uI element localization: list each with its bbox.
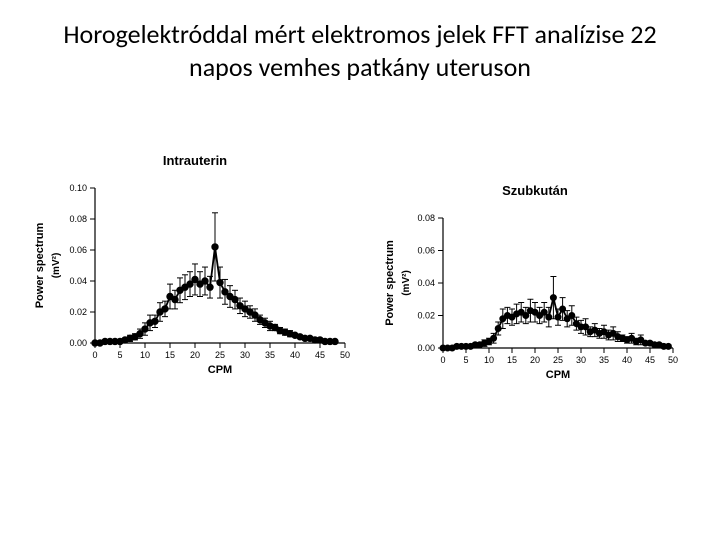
svg-text:0.02: 0.02	[69, 307, 87, 317]
svg-text:0.02: 0.02	[417, 311, 435, 321]
svg-text:0.08: 0.08	[69, 214, 87, 224]
svg-text:30: 30	[240, 350, 250, 360]
chart-svg-right: 0.00 0.02 0.04 0.06 0.08 0 5 10 15 20 25 30 35 40 45 50…	[375, 198, 695, 388]
svg-text:35: 35	[599, 355, 609, 365]
svg-text:45: 45	[315, 350, 325, 360]
chart-title-left: Intrauterin	[25, 153, 365, 168]
svg-text:25: 25	[215, 350, 225, 360]
svg-text:0: 0	[92, 350, 97, 360]
svg-text:0.06: 0.06	[69, 245, 87, 255]
svg-text:0.00: 0.00	[69, 338, 87, 348]
svg-text:0.06: 0.06	[417, 246, 435, 256]
svg-text:10: 10	[484, 355, 494, 365]
svg-text:50: 50	[340, 350, 350, 360]
svg-text:15: 15	[165, 350, 175, 360]
svg-text:5: 5	[117, 350, 122, 360]
svg-text:35: 35	[265, 350, 275, 360]
svg-text:10: 10	[140, 350, 150, 360]
svg-text:40: 40	[290, 350, 300, 360]
svg-text:45: 45	[645, 355, 655, 365]
svg-text:(mV²): (mV²)	[51, 253, 62, 279]
svg-text:5: 5	[463, 355, 468, 365]
svg-text:50: 50	[668, 355, 678, 365]
charts-row: Intrauterin 0.00 0.02 0.04 0.06 0.08 0.10 0 5 10…	[0, 153, 720, 388]
svg-text:CPM: CPM	[208, 364, 232, 376]
svg-text:20: 20	[190, 350, 200, 360]
svg-text:Power spectrum: Power spectrum	[34, 222, 46, 308]
svg-text:15: 15	[507, 355, 517, 365]
svg-text:(mV²): (mV²)	[401, 270, 412, 296]
svg-text:0: 0	[440, 355, 445, 365]
svg-text:20: 20	[530, 355, 540, 365]
chart-title-right: Szubkután	[375, 183, 695, 198]
svg-text:0.08: 0.08	[417, 213, 435, 223]
page-title: Horogelektróddal mért elektromos jelek F…	[0, 0, 720, 83]
chart-intrauterin: Intrauterin 0.00 0.02 0.04 0.06 0.08 0.10 0 5 10…	[25, 153, 365, 388]
chart-szubkutan: Szubkután 0.00 0.02 0.04 0.06 0.08 0 5 10 15 20 25…	[375, 183, 695, 388]
svg-text:Power spectrum: Power spectrum	[384, 240, 396, 326]
svg-text:0.04: 0.04	[69, 276, 87, 286]
svg-text:40: 40	[622, 355, 632, 365]
svg-text:0.00: 0.00	[417, 343, 435, 353]
svg-text:30: 30	[576, 355, 586, 365]
svg-text:0.10: 0.10	[69, 183, 87, 193]
svg-text:CPM: CPM	[546, 369, 570, 381]
svg-text:0.04: 0.04	[417, 278, 435, 288]
chart-svg-left: 0.00 0.02 0.04 0.06 0.08 0.10 0 5 10 15 20 25 30 35 40…	[25, 168, 365, 388]
svg-text:25: 25	[553, 355, 563, 365]
